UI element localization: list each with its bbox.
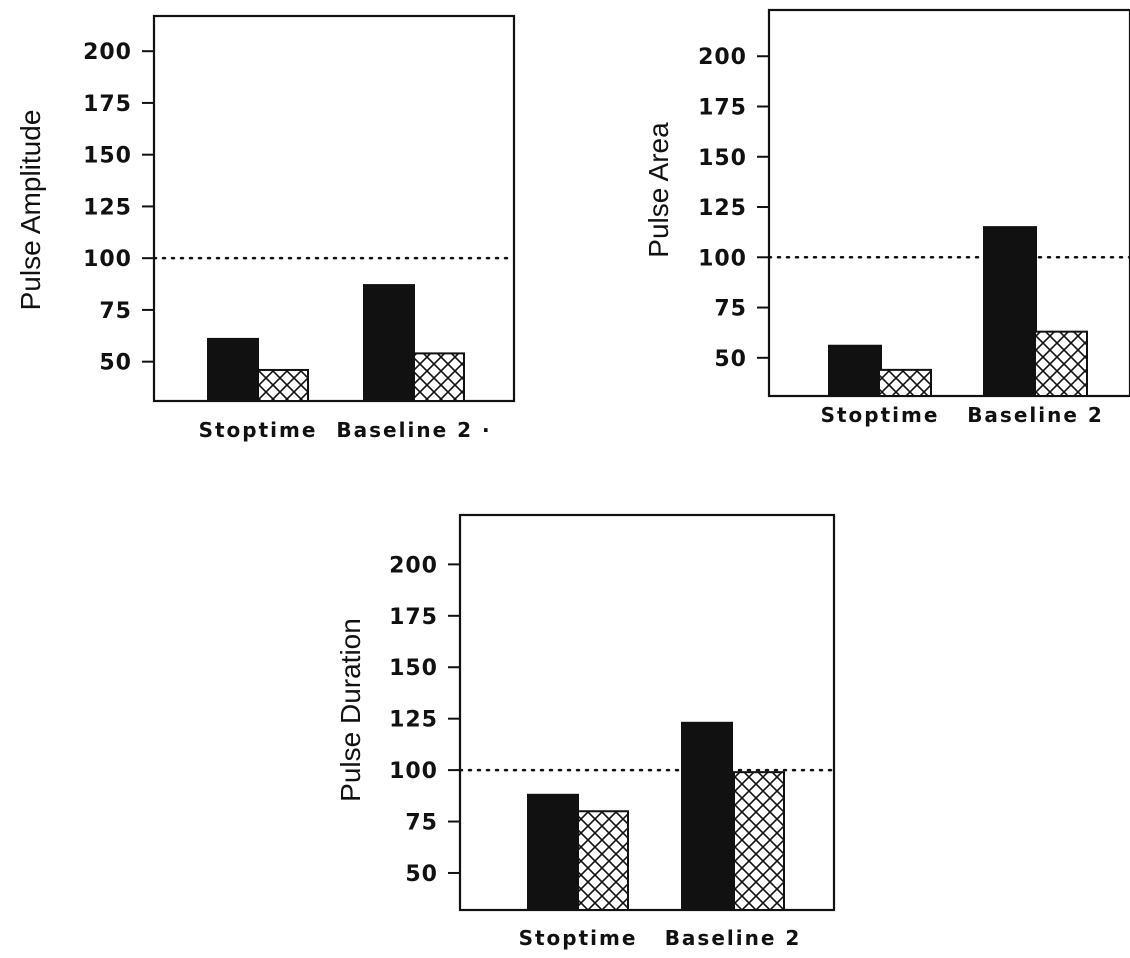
y-tick-label: 50 — [714, 347, 747, 372]
x-category-label: Stoptime — [519, 926, 638, 950]
y-tick-label: 200 — [698, 45, 747, 70]
x-category-label: Baseline 2 — [967, 403, 1104, 427]
bar-crosshatch — [1034, 330, 1088, 397]
y-tick-label: 75 — [99, 299, 132, 324]
y-tick-label: 200 — [83, 40, 132, 65]
y-tick-label: 75 — [405, 811, 438, 836]
y-axis-label: Pulse Amplitude — [15, 110, 46, 311]
bar-solid — [363, 284, 415, 403]
y-tick-label: 175 — [389, 605, 438, 630]
y-tick-label: 150 — [389, 656, 438, 681]
y-tick-label: 50 — [405, 862, 438, 887]
chart-panel-1: 50 75 100 125 150 175 200 Pulse Amplitude Stopti… — [15, 14, 516, 442]
bar-crosshatch — [577, 810, 629, 911]
bar-solid — [207, 337, 259, 403]
bar-solid — [983, 226, 1037, 397]
y-tick-label: 125 — [389, 708, 438, 733]
y-axis-label: Pulse Area — [643, 122, 674, 258]
y-tick-label: 150 — [83, 144, 132, 169]
y-tick-label: 200 — [389, 553, 438, 578]
plot-frame — [767, 8, 1130, 398]
bar-crosshatch — [878, 368, 932, 398]
bar-crosshatch — [733, 771, 785, 911]
y-tick-label: 150 — [698, 146, 747, 171]
y-tick-label: 175 — [83, 92, 132, 117]
x-category-label: Stoptime — [199, 418, 318, 442]
y-tick-label: 175 — [698, 96, 747, 121]
bar-solid — [681, 721, 733, 911]
y-tick-label: 75 — [714, 297, 747, 322]
bar-crosshatch — [413, 352, 465, 403]
plot-frame — [458, 513, 836, 912]
y-tick-label: 100 — [698, 246, 747, 271]
chart-panel-2: 50 75 100 125 150 175 200 Pulse Area Stoptime Bas… — [643, 8, 1130, 427]
y-axis-label: Pulse Duration — [335, 618, 366, 802]
bar-crosshatch — [257, 368, 309, 402]
y-tick-label: 125 — [698, 196, 747, 221]
y-tick-label: 100 — [389, 759, 438, 784]
x-category-label: Baseline 2 · — [336, 418, 491, 442]
x-category-label: Baseline 2 — [665, 926, 802, 950]
bar-solid — [828, 344, 882, 398]
y-tick-label: 125 — [83, 195, 132, 220]
plot-frame — [152, 14, 516, 403]
bar-solid — [527, 793, 579, 912]
y-tick-label: 50 — [99, 351, 132, 376]
chart-panel-3: 50 75 100 125 150 175 200 Pulse Duration Stoptim… — [335, 513, 836, 950]
x-category-label: Stoptime — [821, 403, 940, 427]
y-tick-label: 100 — [83, 247, 132, 272]
